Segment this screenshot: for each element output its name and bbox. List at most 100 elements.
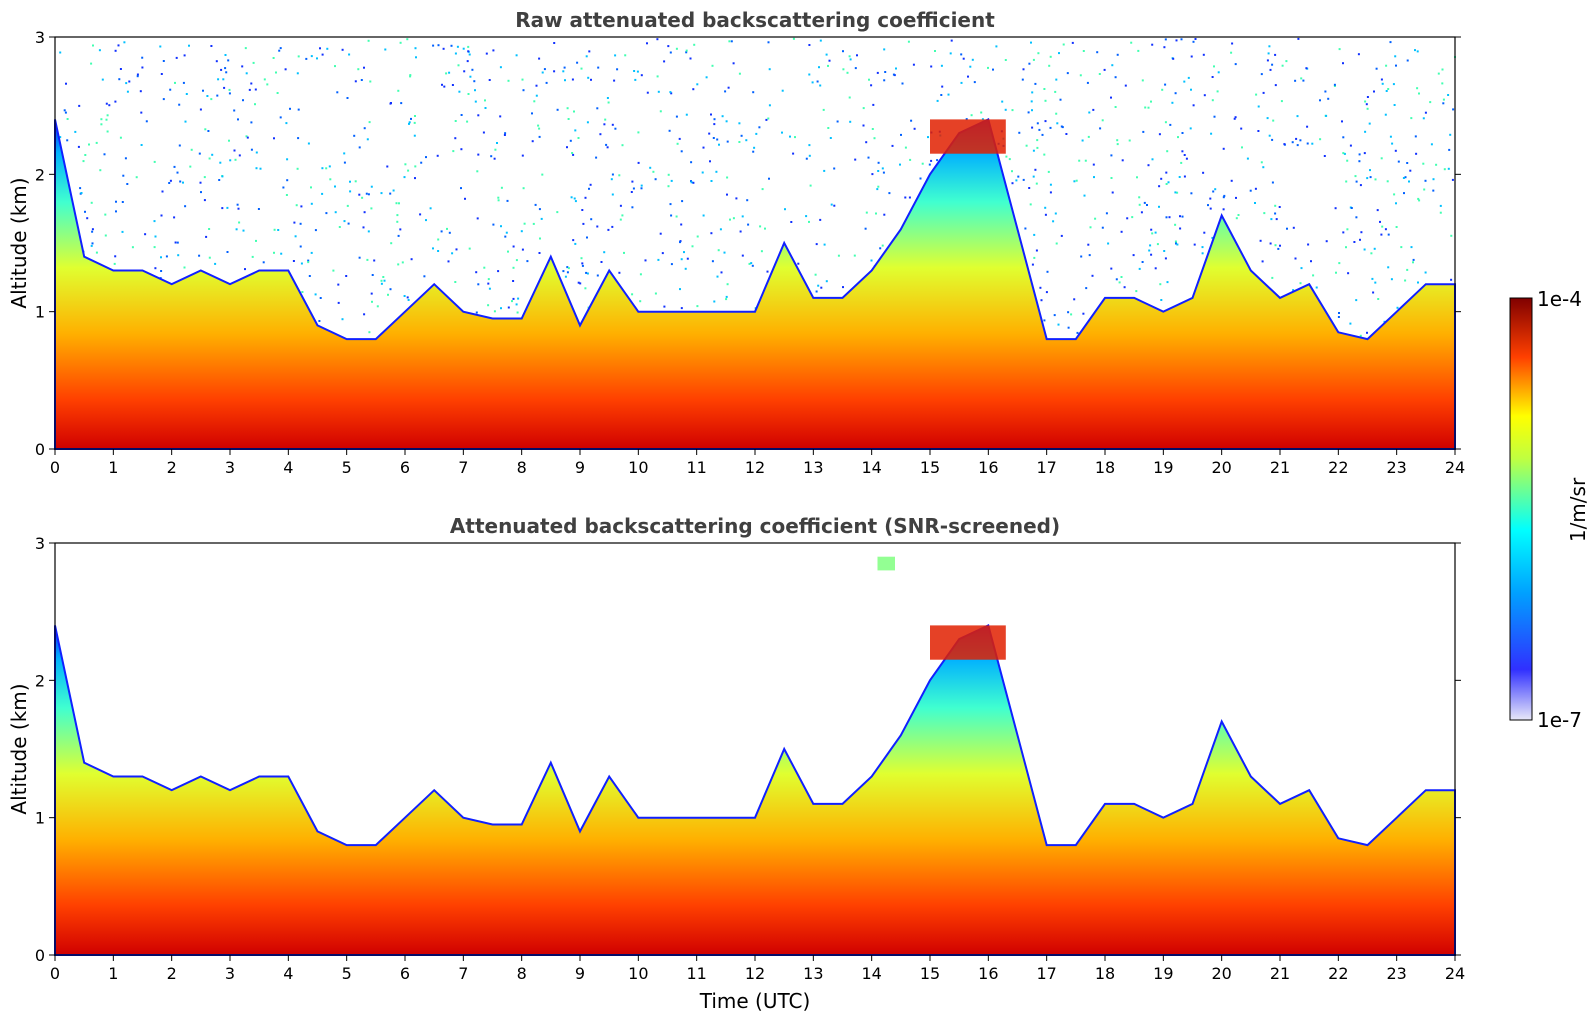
noise-speckle: [936, 99, 939, 102]
screened-plot-area: [54, 556, 1456, 956]
noise-speckle: [630, 191, 633, 193]
noise-speckle: [539, 237, 541, 240]
noise-speckle: [1389, 41, 1392, 44]
noise-speckle: [1179, 227, 1182, 230]
noise-speckle: [864, 227, 867, 230]
noise-speckle: [475, 311, 478, 314]
noise-speckle: [99, 169, 102, 172]
noise-speckle: [1147, 106, 1150, 109]
x-tick-label: 9: [575, 458, 585, 477]
noise-speckle: [930, 65, 933, 68]
noise-speckle: [404, 163, 407, 166]
noise-speckle: [970, 114, 973, 117]
noise-speckle: [805, 157, 808, 160]
noise-speckle: [614, 54, 617, 57]
noise-speckle: [1024, 227, 1027, 230]
noise-speckle: [1294, 257, 1297, 260]
noise-speckle: [1381, 82, 1384, 85]
noise-speckle: [679, 288, 681, 291]
noise-speckle: [717, 249, 720, 252]
noise-speckle: [343, 152, 346, 155]
noise-speckle: [399, 228, 402, 231]
x-tick-label: 5: [342, 964, 352, 983]
noise-speckle: [748, 262, 751, 265]
noise-speckle: [314, 229, 317, 232]
noise-speckle: [580, 67, 583, 70]
noise-speckle: [1359, 334, 1362, 337]
noise-speckle: [1327, 97, 1330, 100]
noise-speckle: [390, 102, 392, 104]
noise-speckle: [1233, 117, 1236, 120]
noise-speckle: [1078, 159, 1081, 162]
noise-speckle: [1213, 115, 1216, 118]
raw-y-axis-label: Altitude (km): [7, 177, 31, 308]
noise-speckle: [154, 267, 157, 270]
noise-speckle: [244, 47, 247, 50]
noise-speckle: [545, 81, 548, 84]
noise-speckle: [477, 153, 480, 156]
noise-speckle: [1031, 109, 1033, 112]
noise-speckle: [310, 55, 313, 58]
noise-speckle: [126, 183, 129, 185]
noise-speckle: [1082, 312, 1085, 315]
noise-speckle: [566, 146, 568, 149]
noise-speckle: [223, 86, 226, 89]
noise-speckle: [407, 299, 410, 301]
noise-speckle: [487, 304, 490, 307]
noise-speckle: [1246, 157, 1249, 160]
noise-speckle: [827, 127, 830, 129]
noise-speckle: [716, 138, 719, 141]
noise-speckle: [511, 300, 513, 303]
noise-speckle: [1353, 241, 1356, 243]
noise-speckle: [1192, 104, 1195, 107]
noise-speckle: [1067, 311, 1070, 314]
noise-speckle: [732, 217, 735, 220]
noise-speckle: [1175, 39, 1178, 42]
x-tick-label: 16: [978, 458, 998, 477]
noise-speckle: [1387, 233, 1390, 236]
noise-speckle: [1373, 247, 1376, 250]
noise-speckle: [91, 230, 94, 233]
noise-speckle: [131, 246, 134, 249]
x-tick-label: 17: [1036, 964, 1056, 983]
noise-speckle: [1381, 225, 1384, 228]
noise-speckle: [1408, 180, 1410, 183]
noise-speckle: [349, 190, 352, 193]
noise-speckle: [572, 153, 575, 156]
noise-speckle: [1159, 283, 1162, 286]
noise-speckle: [255, 239, 257, 242]
noise-speckle: [78, 104, 81, 107]
noise-speckle: [406, 38, 409, 41]
noise-speckle: [848, 55, 851, 58]
noise-speckle: [738, 122, 741, 125]
x-tick-label: 18: [1095, 458, 1115, 477]
noise-speckle: [571, 78, 574, 81]
noise-speckle: [174, 241, 177, 244]
noise-speckle: [1041, 133, 1044, 136]
noise-speckle: [275, 71, 277, 74]
noise-speckle: [1235, 217, 1238, 220]
noise-speckle: [670, 92, 673, 95]
noise-speckle: [98, 49, 101, 52]
noise-speckle: [747, 223, 750, 226]
x-tick-label: 19: [1153, 458, 1173, 477]
noise-speckle: [1400, 246, 1403, 249]
noise-speckle: [837, 254, 840, 257]
noise-speckle: [640, 187, 643, 190]
noise-speckle: [1083, 194, 1086, 197]
noise-speckle: [1169, 123, 1172, 126]
noise-speckle: [420, 161, 423, 164]
y-tick-label: 3: [35, 534, 45, 553]
noise-speckle: [819, 218, 822, 221]
noise-speckle: [1432, 189, 1435, 192]
noise-speckle: [553, 70, 556, 73]
noise-speckle: [380, 192, 383, 195]
noise-speckle: [1377, 298, 1380, 300]
noise-speckle: [463, 70, 466, 73]
noise-speckle: [1416, 87, 1419, 90]
noise-speckle: [562, 270, 565, 273]
noise-speckle: [842, 50, 844, 53]
noise-speckle: [476, 170, 479, 173]
noise-speckle: [292, 260, 295, 262]
noise-speckle: [124, 157, 127, 160]
